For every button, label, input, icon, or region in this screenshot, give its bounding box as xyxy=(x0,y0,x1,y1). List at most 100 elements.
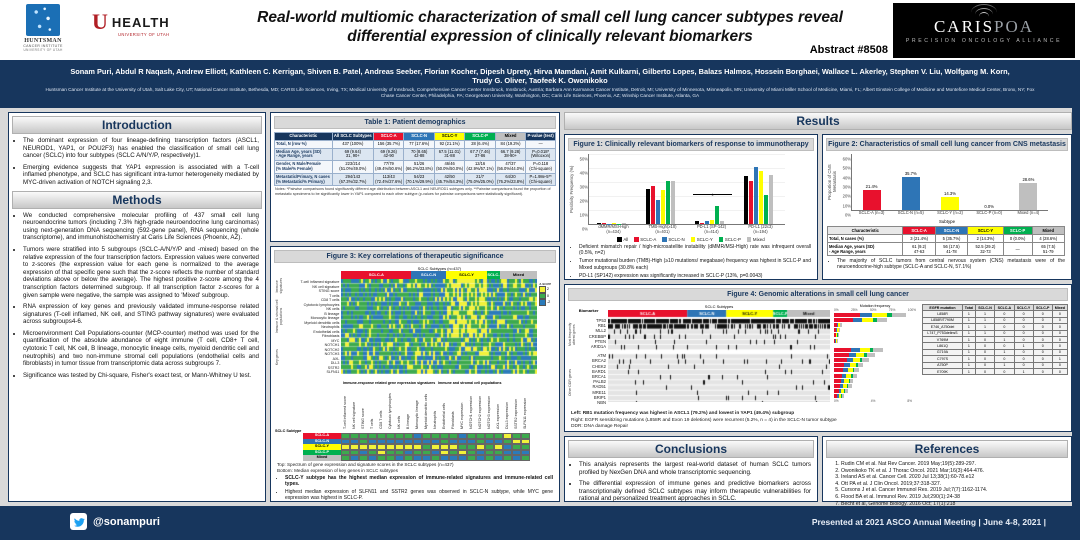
figure4-gene-PTEN: PTEN xyxy=(594,338,607,344)
figure1-bar-group xyxy=(646,180,675,224)
figure3-matrix-row-Mixed: Mixed xyxy=(275,455,555,461)
figure3-matrix-cell xyxy=(341,433,350,439)
figure3-matrix-row-SCLC-N: SCLC-N xyxy=(275,438,555,444)
figure3-matrix-cell xyxy=(395,449,404,455)
reference-item-1: Owonikoko TK et al. J Thorac Oncol. 2021… xyxy=(841,468,1063,475)
figure3-subtype-bar-title: SCLC Subtypes (n=437) xyxy=(417,266,462,271)
figure3-row-label-10: Neutrophils xyxy=(321,325,340,330)
figure3-heatmap-canvas xyxy=(341,279,538,374)
table1-header-1: All SCLC Subtypes xyxy=(331,132,375,141)
figure3-matrix-cell xyxy=(341,455,350,461)
figure1-x-label: dMMR/MSI-High (n=434) xyxy=(598,224,629,234)
legend-swatch xyxy=(746,237,752,242)
figure4-frequency-title: Mutation frequency xyxy=(859,304,891,308)
legend-swatch xyxy=(617,237,622,242)
figure4-gene-BARD1: BARD1 xyxy=(592,368,607,374)
legend-label: SCLC-P xyxy=(724,237,741,242)
figure3-matrix-cell xyxy=(368,438,377,444)
figure1-bar-SCLC-Y xyxy=(612,223,616,224)
figure2-bar-value: 35.7% xyxy=(904,170,917,176)
figure3-matrix-cell xyxy=(422,438,431,444)
figure4-panel: Figure 4: Genomic alterations in small c… xyxy=(564,284,1072,432)
figure4-row-groups: Most frequently altered genes Other DDR g… xyxy=(568,304,579,410)
figure4-frequency-bar-MLL2 xyxy=(834,322,916,327)
table1-cell: P=0.018* (Wilcoxon) xyxy=(525,147,556,162)
table1-cell: 46/46 (50.0%/50.0%) xyxy=(433,160,466,174)
figure3-top-caption: Top: Spectrum of gene expression and sig… xyxy=(277,461,454,467)
figure3-matrix-cell xyxy=(413,438,422,444)
figure4-egfr-table: EGFR mutation Total SCLC-N SCLC-A SCLC-Y SCLC… xyxy=(922,303,1069,376)
figure3-matrix-cell xyxy=(368,455,377,461)
figure2-table-header-4: SCLC-P xyxy=(1002,226,1033,235)
caris-arcs-icon xyxy=(893,4,1075,18)
figure3-row-group-1: Immune & stromal cell populations xyxy=(275,299,283,333)
figure2-table-cell: Median Age, years (SD) - Age Range, year… xyxy=(826,242,904,256)
figure2-table-cell: 52.5 (29.2) 32-73 xyxy=(967,242,1004,256)
title-line2: differential expression of clinically re… xyxy=(347,28,753,45)
figure3-matrix-cell xyxy=(485,449,494,455)
figure4-gene-BRCA2: BRCA2 xyxy=(592,358,607,364)
figure4-oncoprint-canvas xyxy=(608,310,831,402)
methods-header: Methods xyxy=(12,190,262,209)
figure3-median-matrix: Immune-response related gene expression … xyxy=(275,381,555,461)
conclusions-bullet-0: This analysis represents the largest rea… xyxy=(579,461,811,476)
figure3-row-label-18: DLL3 xyxy=(330,361,340,366)
figure1-y-tick: 20% xyxy=(579,198,588,204)
figure3-matrix-cell xyxy=(476,444,485,450)
figure3-legend-item: 2 xyxy=(539,286,555,293)
table1-cell: 156 (35.7%) xyxy=(372,139,405,149)
figure3-matrix-cell xyxy=(422,455,431,461)
figure1-bar-SCLC-Y xyxy=(661,190,665,224)
figure3-matrix-cell xyxy=(467,444,476,450)
figure3-matrix-col-label-11: Endothelial cells xyxy=(442,403,446,429)
figure4-gene-CREBBP: CREBBP xyxy=(588,333,607,339)
figure2-bar-value: 0.0% xyxy=(984,204,994,209)
figure3-matrix-cell xyxy=(377,455,386,461)
table1-cell: 437 (100%) xyxy=(331,139,375,149)
figure3-matrix-cell xyxy=(512,449,521,455)
figure4-frequency-chart: Mutation frequency 0% 25% 50% 75% 100% 0% 4% 8% xyxy=(834,304,916,410)
figure3-matrix-row-header: SCLC Subtype xyxy=(275,429,302,433)
figure3-row-label-20: SLFN11 xyxy=(326,370,340,375)
figure2-title: Figure 2: Characteristics of small cell … xyxy=(826,138,1068,151)
figure4-caption-2: DDR: DNA damage Repair xyxy=(571,424,629,430)
figure4-gene-BRIP1: BRIP1 xyxy=(593,394,607,400)
table1-row-3: Metastatic/Primary, N cases (% Metastati… xyxy=(274,172,556,187)
table1-cell: 92 (21.1%) xyxy=(433,139,466,149)
figure3-matrix-cell xyxy=(512,433,521,439)
figure4-gene-CHEK2: CHEK2 xyxy=(592,363,607,369)
figure3-matrix-cell xyxy=(449,438,458,444)
table1-cell: 28 (6.4%) xyxy=(464,139,496,149)
figure3-matrix-cell xyxy=(458,455,467,461)
figure4-gene-BRCA1: BRCA1 xyxy=(592,374,607,380)
figure3-matrix-cell xyxy=(386,449,395,455)
abstract-number: Abstract #8508 xyxy=(809,44,888,56)
figure1-x-label: TMB-High(≥10) (n=401) xyxy=(648,224,677,234)
figure3-matrix-cell xyxy=(458,449,467,455)
figure3-bullet-0: SCLC-Y subtype has the highest median ex… xyxy=(285,475,553,487)
reference-item-3: Ott PA et al. J Clin Oncol. 2019;37:318-… xyxy=(841,481,1063,488)
table1-cell: 77 (17.6%) xyxy=(403,139,435,149)
table1-header-7: P-value (test) xyxy=(525,132,556,141)
figure3-row-label-1: NK cell signature xyxy=(312,284,340,289)
figure2-table-cell: 5 (35.7%) xyxy=(934,234,969,243)
figure2-table-cell: 2 (14.3%) xyxy=(967,234,1004,243)
figure3-matrix-col-label-6: NK cells xyxy=(397,415,401,429)
figure3-heatmap: Immune signatures Immune & stromal cell p… xyxy=(275,266,555,379)
figure3-matrix-cell xyxy=(368,449,377,455)
figure1-x-label: PD-L1 (22c3) (n=194) xyxy=(748,224,773,234)
uofu-health-text: HEALTH xyxy=(111,14,170,30)
methods-bullet-2: RNA expression of key genes and previous… xyxy=(23,303,259,326)
figure1-legend-item: SCLC-P xyxy=(718,237,741,242)
affiliations: Huntsman Cancer Institute at the Univers… xyxy=(45,87,1035,98)
figure1-legend-item: SCLC-N xyxy=(662,237,685,242)
figure2-table-header-1: SCLC-A xyxy=(902,226,936,235)
figure1-bar-All xyxy=(646,189,650,224)
figure3-matrix-cell xyxy=(494,438,503,444)
figure3-row-label-9: Myeloid dendritic cells xyxy=(304,320,340,325)
figure4-frequency-bar-BRCA2 xyxy=(834,352,916,357)
egfr-row-9: E709K 1 0 0 1 0 0 xyxy=(922,368,1069,376)
figure3-matrix-cell xyxy=(458,433,467,439)
figure4-frequency-axis-top: 0% 25% 50% 75% 100% xyxy=(834,308,916,312)
figure2-bar-1 xyxy=(901,176,920,210)
